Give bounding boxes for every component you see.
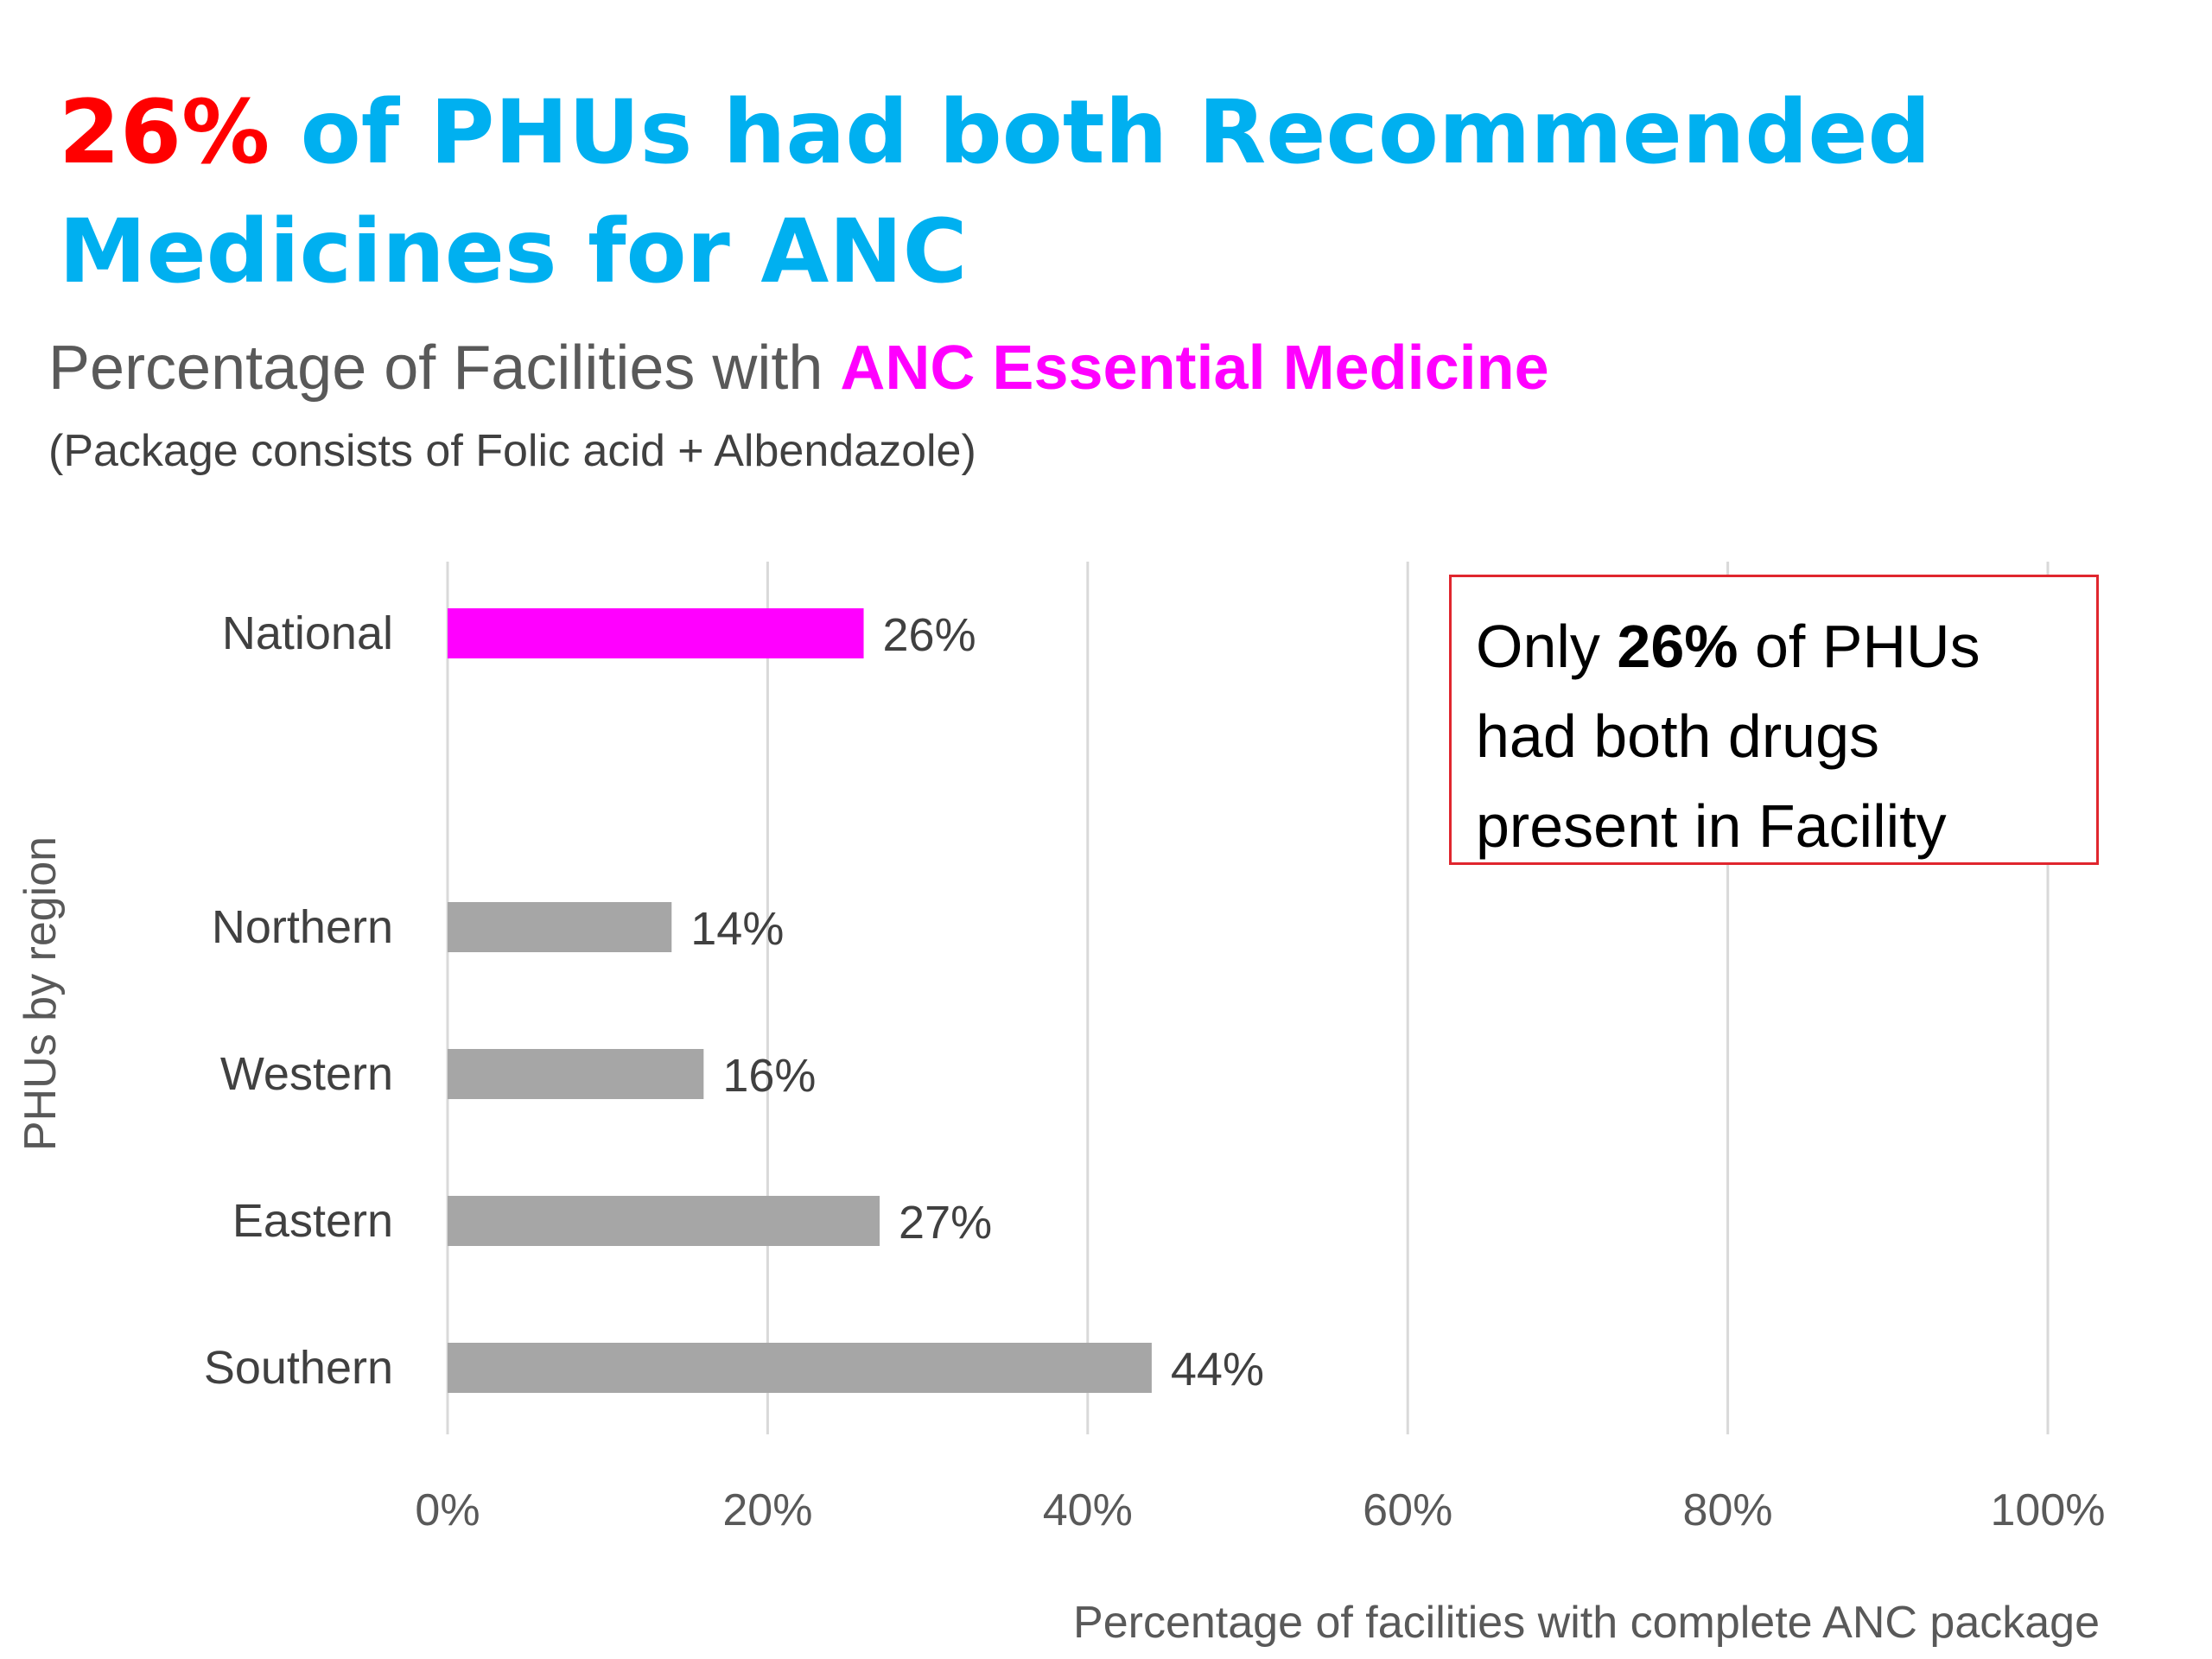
- y-axis-title: PHUs by region: [16, 836, 66, 1151]
- callout-pre: Only: [1476, 613, 1618, 680]
- data-label: 14%: [690, 903, 784, 955]
- callout-box: Only 26% of PHUs had both drugs present …: [1449, 575, 2099, 865]
- data-label: 44%: [1171, 1344, 1264, 1395]
- labels: 0% 20% 40% 60% 80% 100% National 26% Northern 14%…: [204, 607, 2106, 1535]
- bars: [448, 608, 1152, 1393]
- category-label: Eastern: [232, 1195, 393, 1247]
- x-tick-label: 0%: [415, 1485, 480, 1535]
- callout-post: of PHUs had both drugs present in Facili…: [1476, 613, 1980, 860]
- x-tick-label: 80%: [1683, 1485, 1773, 1535]
- x-tick-label: 60%: [1363, 1485, 1452, 1535]
- package-note: (Package consists of Folic acid + Albend…: [48, 426, 976, 476]
- headline-text: of PHUs had both Recommended Medicines f…: [59, 81, 1931, 303]
- data-label: 27%: [899, 1197, 992, 1249]
- x-tick-label: 20%: [722, 1485, 812, 1535]
- bar-eastern: [448, 1196, 880, 1246]
- subtitle-prefix: Percentage of Facilities with: [48, 334, 841, 403]
- category-label: Western: [220, 1048, 393, 1100]
- subtitle-emphasis: ANC Essential Medicine: [840, 334, 1549, 403]
- bar-northern: [448, 902, 672, 952]
- category-label: Southern: [204, 1342, 393, 1394]
- x-tick-label: 100%: [1991, 1485, 2106, 1535]
- bar-national: [448, 608, 864, 658]
- headline: 26% of PHUs had both Recommended Medicin…: [59, 73, 2150, 312]
- headline-highlight: 26%: [59, 81, 270, 184]
- bar-western: [448, 1049, 704, 1099]
- bar-southern: [448, 1343, 1152, 1393]
- category-label: National: [222, 607, 393, 659]
- data-label: 26%: [883, 609, 976, 661]
- category-label: Northern: [212, 901, 393, 953]
- callout-bold: 26%: [1617, 613, 1738, 680]
- x-axis-title: Percentage of facilities with complete A…: [1073, 1598, 2100, 1648]
- x-tick-label: 40%: [1043, 1485, 1133, 1535]
- data-label: 16%: [722, 1050, 816, 1102]
- chart-subtitle: Percentage of Facilities with ANC Essent…: [48, 333, 1549, 404]
